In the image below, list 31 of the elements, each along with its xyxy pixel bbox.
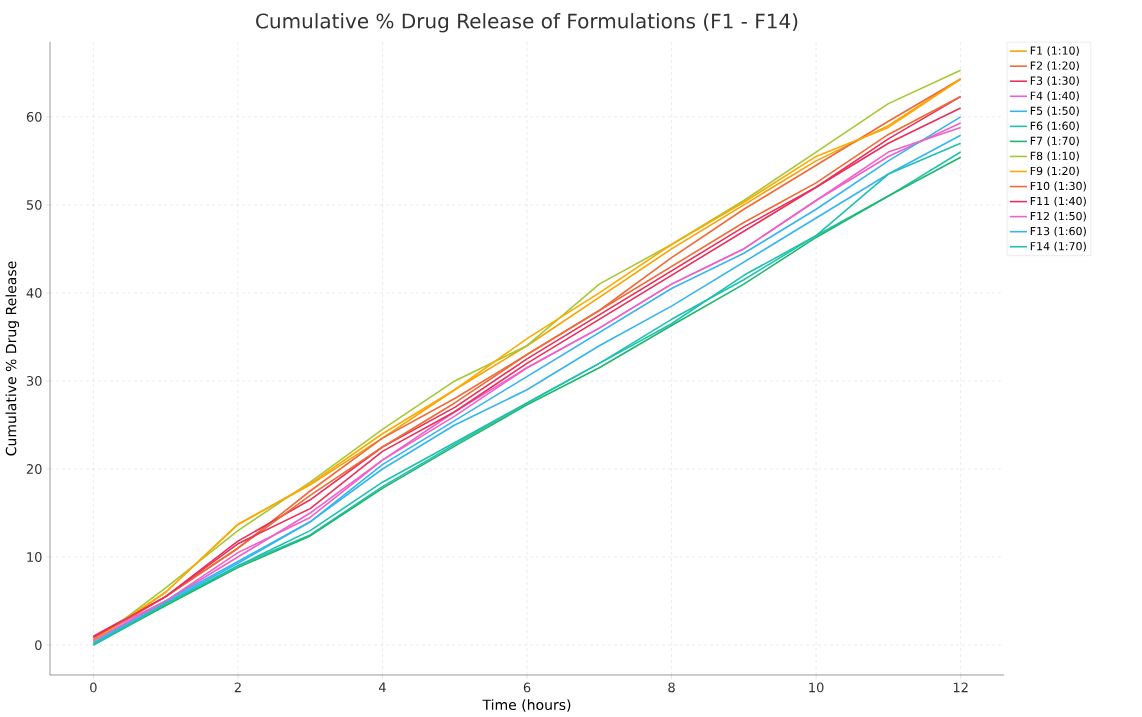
- legend-label: F6 (1:60): [1030, 121, 1079, 132]
- legend-label: F8 (1:10): [1030, 151, 1079, 162]
- y-tick-label: 0: [35, 640, 42, 650]
- legend-label: F12 (1:50): [1030, 211, 1086, 222]
- y-tick-label: 20: [26, 464, 42, 474]
- y-tick-label: 30: [26, 376, 42, 386]
- x-tick-label: 0: [90, 682, 97, 693]
- x-tick-label: 4: [378, 682, 386, 693]
- chart-title: Cumulative % Drug Release of Formulations (F1 - F14): [256, 13, 798, 33]
- legend-label: F10 (1:30): [1030, 181, 1086, 192]
- legend-label: F1 (1:10): [1030, 46, 1079, 56]
- x-tick-label: 10: [809, 682, 824, 693]
- legend-label: F13 (1:60): [1030, 226, 1086, 237]
- legend-label: F7 (1:70): [1030, 136, 1079, 147]
- legend-label: F4 (1:40): [1030, 91, 1079, 102]
- x-tick-label: 6: [523, 682, 531, 693]
- legend-label: F3 (1:30): [1030, 76, 1079, 87]
- x-tick-label: 8: [668, 682, 675, 693]
- legend-label: F14 (1:70): [1030, 241, 1086, 252]
- y-tick-label: 50: [26, 199, 42, 210]
- legend-label: F2 (1:20): [1030, 61, 1079, 72]
- legend-label: F11 (1:40): [1030, 196, 1086, 207]
- x-tick-label: 2: [234, 682, 241, 693]
- y-tick-label: 40: [26, 287, 42, 298]
- y-tick-label: 60: [26, 111, 42, 122]
- x-tick-label: 12: [953, 682, 968, 693]
- x-axis-title: Time (hours): [482, 699, 571, 712]
- legend-label: F5 (1:50): [1030, 106, 1079, 117]
- y-axis-title: Cumulative % Drug Release: [5, 261, 20, 456]
- y-tick-label: 10: [27, 552, 42, 562]
- legend-label: F9 (1:20): [1030, 166, 1079, 177]
